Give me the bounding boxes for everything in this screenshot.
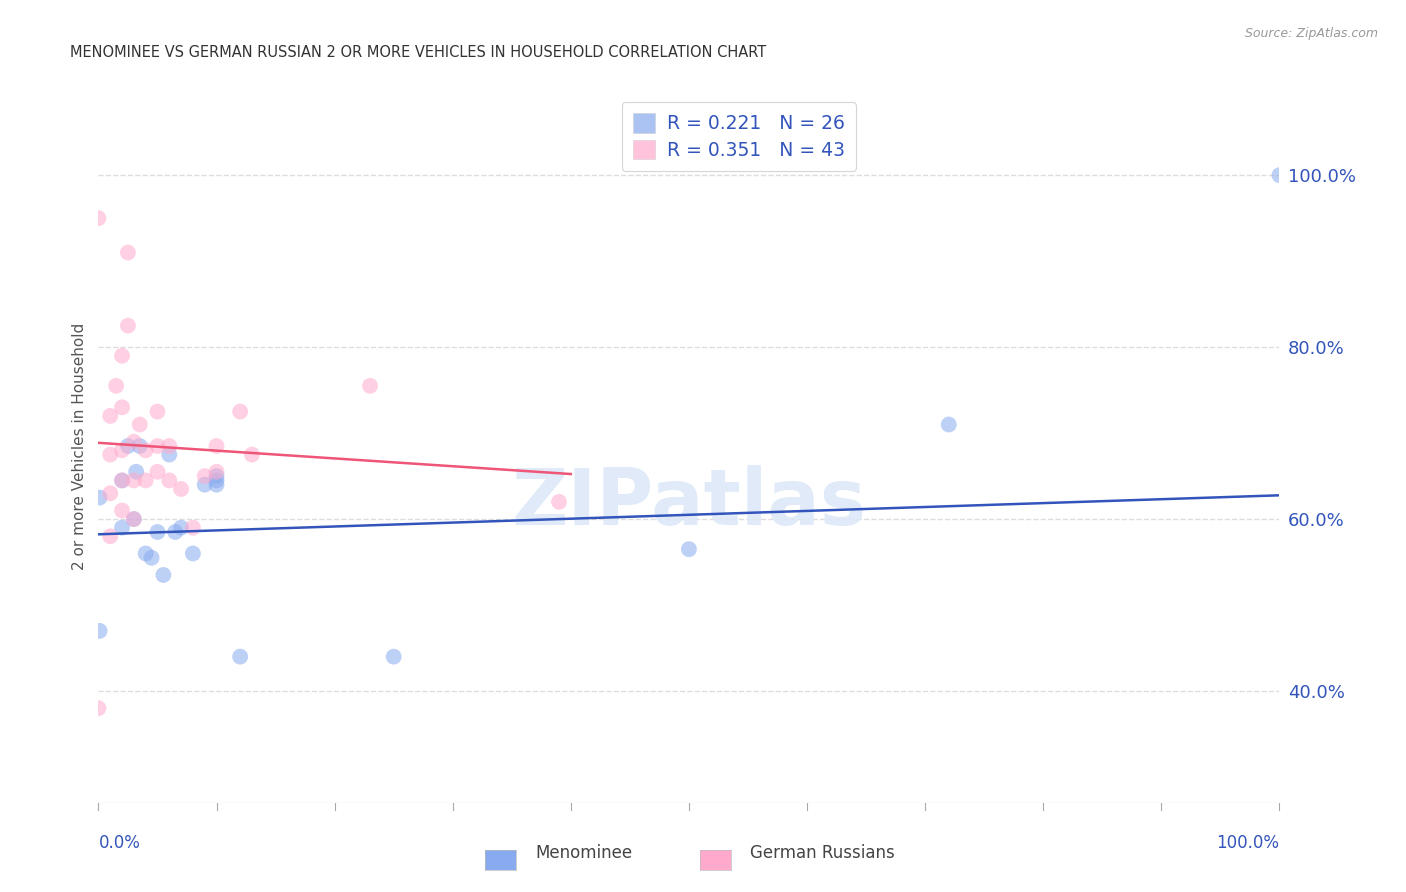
Point: [229, 404, 252, 418]
Point: [128, 417, 150, 432]
Point: [146, 404, 169, 418]
Point: [98, 486, 121, 500]
Y-axis label: 2 or more Vehicles in Household: 2 or more Vehicles in Household: [72, 322, 87, 570]
Point: [111, 521, 134, 535]
Point: [194, 469, 217, 483]
Point: [240, 448, 263, 462]
Point: [87, 701, 110, 715]
Point: [111, 503, 134, 517]
Point: [125, 465, 148, 479]
Point: [135, 546, 157, 560]
Text: 0.0%: 0.0%: [98, 834, 141, 852]
Point: [146, 465, 169, 479]
Point: [117, 439, 139, 453]
Point: [105, 379, 128, 393]
Point: [205, 474, 228, 488]
Point: [111, 443, 134, 458]
Point: [1268, 168, 1291, 182]
Point: [157, 448, 180, 462]
Text: Menominee: Menominee: [534, 844, 633, 862]
Point: [122, 512, 145, 526]
Point: [128, 439, 150, 453]
Point: [111, 474, 134, 488]
Point: [122, 512, 145, 526]
Point: [98, 409, 121, 423]
Point: [111, 401, 134, 415]
Point: [111, 349, 134, 363]
Point: [205, 477, 228, 491]
Text: ZIPatlas: ZIPatlas: [512, 465, 866, 541]
Point: [938, 417, 960, 432]
Text: Source: ZipAtlas.com: Source: ZipAtlas.com: [1244, 27, 1378, 40]
Point: [141, 550, 163, 565]
Point: [98, 448, 121, 462]
Point: [359, 379, 381, 393]
Point: [229, 649, 252, 664]
Legend: R = 0.221   N = 26, R = 0.351   N = 43: R = 0.221 N = 26, R = 0.351 N = 43: [621, 103, 856, 171]
Point: [135, 474, 157, 488]
Point: [678, 542, 700, 557]
Point: [89, 491, 111, 505]
Point: [205, 465, 228, 479]
Point: [165, 524, 187, 539]
Point: [117, 318, 139, 333]
Point: [382, 649, 405, 664]
Point: [205, 439, 228, 453]
Point: [152, 568, 174, 582]
Point: [181, 546, 204, 560]
Point: [98, 529, 121, 543]
Point: [205, 469, 228, 483]
Point: [87, 211, 110, 226]
Point: [122, 474, 145, 488]
Point: [89, 624, 111, 638]
Point: [122, 434, 145, 449]
Point: [170, 521, 193, 535]
Point: [157, 474, 180, 488]
Point: [146, 439, 169, 453]
Point: [181, 521, 204, 535]
Point: [135, 443, 157, 458]
Point: [194, 477, 217, 491]
Point: [146, 524, 169, 539]
Text: 100.0%: 100.0%: [1216, 834, 1279, 852]
Point: [548, 495, 571, 509]
Text: German Russians: German Russians: [751, 844, 894, 862]
Point: [170, 482, 193, 496]
Point: [111, 474, 134, 488]
Point: [117, 245, 139, 260]
Text: MENOMINEE VS GERMAN RUSSIAN 2 OR MORE VEHICLES IN HOUSEHOLD CORRELATION CHART: MENOMINEE VS GERMAN RUSSIAN 2 OR MORE VE…: [70, 45, 766, 60]
Point: [157, 439, 180, 453]
